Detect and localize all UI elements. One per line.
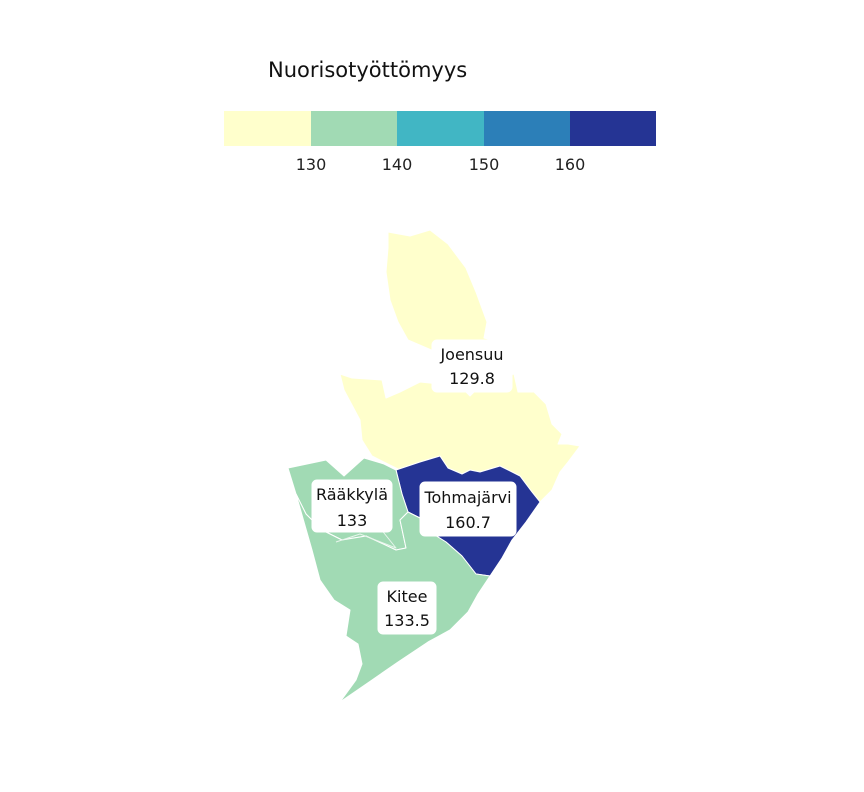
legend-swatch-5 xyxy=(570,111,656,146)
label-value-tohmajarvi: 160.7 xyxy=(445,513,491,532)
legend-tick-130: 130 xyxy=(296,155,327,174)
legend-swatch-3 xyxy=(397,111,484,146)
region-labels: Joensuu 129.8 Rääkkylä 133 Tohmajärvi 16… xyxy=(311,339,517,635)
legend-swatch-1 xyxy=(224,111,311,146)
legend-title: Nuorisotyöttömyys xyxy=(268,58,467,82)
legend-tick-160: 160 xyxy=(555,155,586,174)
label-name-tohmajarvi: Tohmajärvi xyxy=(423,488,511,507)
label-name-joensuu: Joensuu xyxy=(439,345,503,364)
label-box-kitee xyxy=(377,581,437,635)
label-value-kitee: 133.5 xyxy=(384,611,430,630)
legend-swatch-2 xyxy=(311,111,397,146)
label-value-raakkyla: 133 xyxy=(337,511,368,530)
legend-tick-140: 140 xyxy=(382,155,413,174)
label-box-joensuu xyxy=(431,339,513,393)
label-value-joensuu: 129.8 xyxy=(449,369,495,388)
label-tohmajarvi: Tohmajärvi 160.7 xyxy=(419,481,517,537)
legend-tick-150: 150 xyxy=(469,155,500,174)
label-box-raakkyla xyxy=(311,479,393,533)
label-raakkyla: Rääkkylä 133 xyxy=(311,479,393,533)
label-kitee: Kitee 133.5 xyxy=(377,581,437,635)
legend-swatch-4 xyxy=(484,111,570,146)
label-joensuu: Joensuu 129.8 xyxy=(431,339,513,393)
label-name-kitee: Kitee xyxy=(387,587,428,606)
legend: Nuorisotyöttömyys 130 140 150 160 xyxy=(224,58,656,174)
label-name-raakkyla: Rääkkylä xyxy=(316,485,388,504)
label-box-tohmajarvi xyxy=(419,481,517,537)
